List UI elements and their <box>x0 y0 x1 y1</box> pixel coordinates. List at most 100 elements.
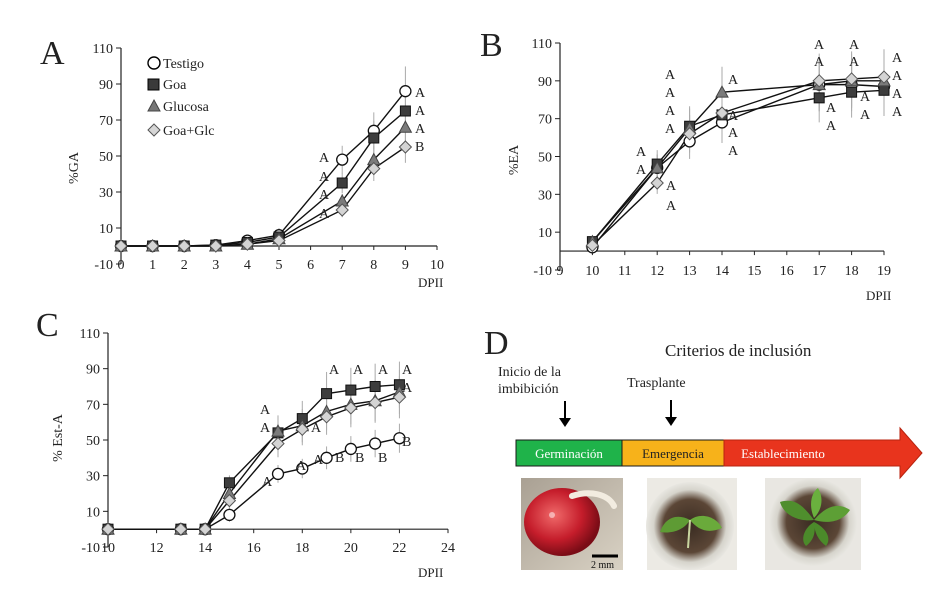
point-diamond <box>114 239 128 253</box>
point-diamond <box>177 239 191 253</box>
x-tick-label: 9 <box>557 264 564 279</box>
point-diamond <box>198 522 212 536</box>
x-tick-label: 11 <box>618 264 631 279</box>
sig-letter: B <box>378 451 387 466</box>
stage-emergencia <box>621 439 725 467</box>
stage-germinacion-label: Germinación <box>535 446 603 461</box>
point-diamond <box>319 410 334 424</box>
series-line-glucosa <box>591 80 884 243</box>
sig-letter: A <box>665 104 676 119</box>
y-tick-label: 110 <box>532 37 552 52</box>
series-line-goaglc <box>108 396 400 530</box>
panel-b-letters: A A A A A A A A A A A A A A A A A A A A … <box>636 38 903 214</box>
x-tick-label: 17 <box>812 264 826 279</box>
legend-testigo-marker <box>147 56 161 70</box>
sig-letter: A <box>319 151 330 166</box>
sig-letter: A <box>260 421 271 436</box>
sig-letter: A <box>666 199 677 214</box>
y-tick-label: 10 <box>99 222 113 237</box>
sig-letter: A <box>311 421 322 436</box>
legend-glucosa-label: Glucosa <box>163 100 210 115</box>
panel-a-marks <box>114 66 413 253</box>
sig-letter: A <box>892 51 903 66</box>
point-circle <box>399 85 412 98</box>
sig-letter: A <box>826 119 837 134</box>
sig-letter: A <box>260 403 271 418</box>
y-tick-label: 50 <box>538 151 552 166</box>
x-tick-label: 14 <box>198 541 212 556</box>
y-tick-label: 70 <box>86 398 100 413</box>
x-tick-label: 13 <box>683 264 697 279</box>
x-tick-label: 10 <box>585 264 599 279</box>
transplant-arrowhead-icon <box>665 417 677 426</box>
panel-d: D Criterios de inclusión Inicio de la im… <box>484 325 923 571</box>
series-line-goaglc <box>591 76 885 246</box>
panel-d-letter: D <box>484 325 509 362</box>
point-square <box>368 132 380 144</box>
point-circle <box>271 467 285 481</box>
point-diamond <box>344 401 358 415</box>
x-tick-label: 10 <box>430 258 444 273</box>
sig-letter: A <box>415 86 426 101</box>
sig-letter: A <box>402 381 413 396</box>
x-tick-label: 15 <box>747 264 761 279</box>
y-tick-label: -10 <box>94 258 113 273</box>
point-diamond <box>145 239 160 253</box>
sig-letter: A <box>814 38 825 53</box>
diagram-title: Criterios de inclusión <box>665 341 812 360</box>
y-tick-label: -10 <box>533 264 552 279</box>
sig-letter: A <box>296 459 307 474</box>
x-tick-label: 22 <box>392 541 406 556</box>
x-tick-label: 18 <box>295 541 309 556</box>
y-tick-label: 30 <box>99 186 113 201</box>
legend-testigo-label: Testigo <box>163 57 204 72</box>
sig-letter: A <box>860 90 871 105</box>
x-tick-label: 1 <box>149 258 156 273</box>
y-tick-label: 30 <box>86 470 100 485</box>
series-line-goaglc <box>121 146 406 247</box>
x-tick-label: 4 <box>244 258 251 273</box>
point-diamond <box>222 493 237 508</box>
imbibition-arrowhead-icon <box>559 418 571 427</box>
sig-letter: A <box>849 38 860 53</box>
x-tick-label: 0 <box>118 258 125 273</box>
sig-letter: A <box>319 207 330 222</box>
panel-c-letters: A A A A A B A A A A A A B B B <box>260 363 413 490</box>
point-diamond <box>295 422 309 437</box>
point-diamond <box>368 395 382 410</box>
sig-letter: A <box>329 363 340 378</box>
photo-emergence <box>646 478 737 570</box>
y-tick-label: 70 <box>99 114 113 129</box>
stage-emergencia-label: Emergencia <box>642 446 704 461</box>
point-diamond <box>367 161 381 176</box>
panel-b-axes: -10 10 30 50 70 90 110 9 10 11 12 13 14 15 16 17 18 19 <box>532 37 891 279</box>
x-tick-label: 14 <box>715 264 729 279</box>
point-square <box>813 92 825 104</box>
panel-a-letter: A <box>40 35 65 72</box>
y-tick-label: 10 <box>538 226 552 241</box>
point-square <box>369 381 381 392</box>
sig-letter: A <box>892 105 903 120</box>
sig-letter: B <box>335 451 344 466</box>
x-tick-label: 6 <box>307 258 314 273</box>
sig-letter: B <box>355 451 364 466</box>
sig-letter: A <box>636 163 647 178</box>
point-square <box>878 84 890 96</box>
point-diamond <box>812 74 826 88</box>
sig-letter: A <box>826 101 837 116</box>
y-tick-label: 90 <box>538 75 552 90</box>
transplant-label: Trasplante <box>627 376 686 391</box>
panel-c-ylabel: % Est-A <box>51 413 66 462</box>
sig-letter: A <box>892 87 903 102</box>
point-diamond <box>398 140 413 154</box>
point-circle <box>320 451 333 464</box>
point-diamond <box>174 522 188 536</box>
point-circle <box>393 432 406 445</box>
point-diamond <box>272 233 286 248</box>
point-diamond <box>240 237 255 251</box>
stage-germinacion <box>515 439 623 467</box>
sig-letter: A <box>849 55 860 70</box>
panel-a-ylabel: %GA <box>67 151 82 184</box>
y-tick-label: 50 <box>99 150 113 165</box>
